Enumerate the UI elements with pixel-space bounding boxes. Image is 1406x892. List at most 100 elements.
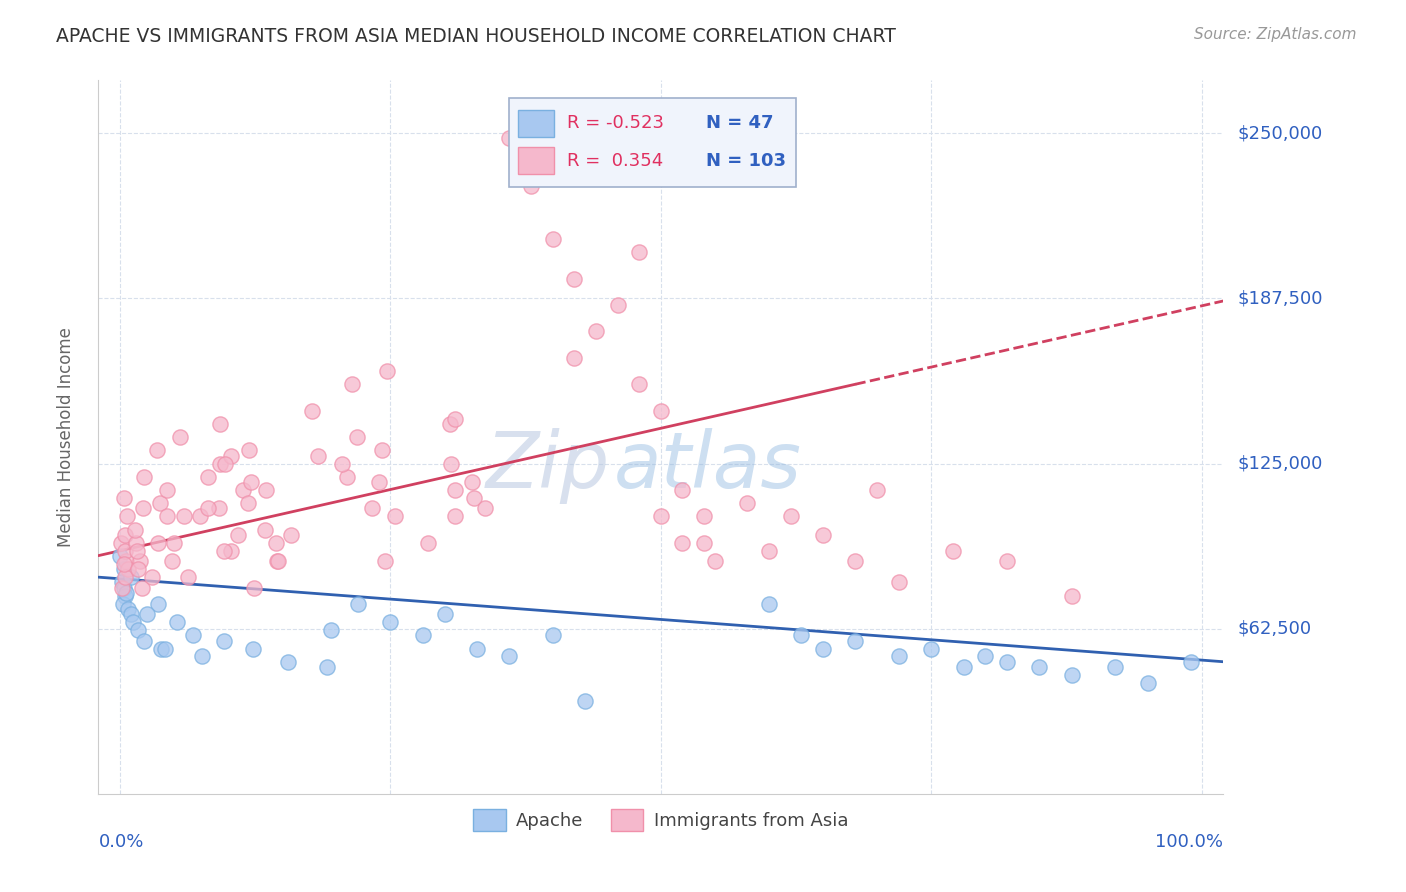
Point bbox=[226, 528, 249, 542]
Point bbox=[197, 501, 219, 516]
Point bbox=[1060, 668, 1083, 682]
Point bbox=[254, 483, 277, 497]
Point bbox=[127, 562, 149, 576]
Point bbox=[336, 469, 359, 483]
Point bbox=[1136, 676, 1159, 690]
Point bbox=[887, 575, 910, 590]
Point bbox=[498, 131, 520, 145]
Point bbox=[433, 607, 456, 622]
Point bbox=[166, 615, 188, 629]
Point bbox=[887, 649, 910, 664]
Point bbox=[125, 536, 148, 550]
Point bbox=[693, 509, 716, 524]
Bar bbox=[517, 147, 554, 175]
Point bbox=[120, 570, 142, 584]
Point bbox=[650, 509, 672, 524]
Point bbox=[267, 554, 290, 568]
Point bbox=[238, 443, 260, 458]
Point bbox=[811, 641, 834, 656]
Point bbox=[117, 562, 139, 576]
Point bbox=[112, 562, 135, 576]
Text: $125,000: $125,000 bbox=[1237, 455, 1323, 473]
Point bbox=[117, 602, 139, 616]
Point bbox=[280, 528, 302, 542]
Bar bbox=[517, 110, 554, 136]
Point bbox=[114, 589, 136, 603]
Point bbox=[124, 523, 146, 537]
Point bbox=[671, 536, 693, 550]
Point bbox=[242, 641, 264, 656]
Point bbox=[276, 655, 298, 669]
Y-axis label: Median Household Income: Median Household Income bbox=[56, 327, 75, 547]
Text: R =  0.354: R = 0.354 bbox=[568, 152, 664, 169]
Point bbox=[315, 660, 337, 674]
Point bbox=[371, 443, 394, 458]
Point bbox=[574, 694, 596, 708]
Point bbox=[121, 615, 143, 629]
Text: APACHE VS IMMIGRANTS FROM ASIA MEDIAN HOUSEHOLD INCOME CORRELATION CHART: APACHE VS IMMIGRANTS FROM ASIA MEDIAN HO… bbox=[56, 27, 896, 45]
Point bbox=[232, 483, 254, 497]
Point bbox=[114, 570, 136, 584]
Point bbox=[125, 543, 148, 558]
Text: Source: ZipAtlas.com: Source: ZipAtlas.com bbox=[1194, 27, 1357, 42]
Point bbox=[307, 449, 329, 463]
Point bbox=[110, 549, 132, 563]
Point bbox=[114, 528, 136, 542]
Point bbox=[368, 475, 391, 489]
Point bbox=[443, 509, 465, 524]
Point bbox=[146, 597, 169, 611]
Point bbox=[377, 364, 399, 378]
Point bbox=[111, 575, 134, 590]
Point bbox=[650, 403, 672, 417]
Text: Zip: Zip bbox=[486, 427, 610, 504]
Point bbox=[541, 232, 564, 246]
Point bbox=[212, 633, 235, 648]
Point bbox=[920, 641, 942, 656]
Point bbox=[474, 501, 496, 516]
Point bbox=[135, 607, 157, 622]
Point bbox=[606, 298, 628, 312]
Point bbox=[628, 245, 651, 260]
Point bbox=[758, 597, 780, 611]
Point bbox=[562, 271, 585, 285]
Point bbox=[110, 536, 132, 550]
Point bbox=[266, 554, 288, 568]
Point bbox=[671, 483, 693, 497]
Text: 100.0%: 100.0% bbox=[1156, 833, 1223, 851]
Point bbox=[127, 623, 149, 637]
Point bbox=[208, 501, 231, 516]
Point bbox=[330, 457, 353, 471]
Point bbox=[361, 501, 384, 516]
Point bbox=[1104, 660, 1126, 674]
Point bbox=[737, 496, 759, 510]
Point bbox=[562, 351, 585, 365]
Point bbox=[149, 641, 172, 656]
Point bbox=[177, 570, 200, 584]
Point bbox=[520, 179, 543, 194]
Point bbox=[191, 649, 214, 664]
Point bbox=[134, 469, 156, 483]
Point bbox=[156, 483, 179, 497]
Point bbox=[995, 655, 1018, 669]
Point bbox=[112, 581, 135, 595]
Point bbox=[266, 536, 288, 550]
Point bbox=[346, 430, 368, 444]
Point bbox=[254, 523, 277, 537]
Point bbox=[1180, 655, 1202, 669]
Point bbox=[342, 377, 364, 392]
Text: N = 103: N = 103 bbox=[706, 152, 786, 169]
Point bbox=[146, 443, 169, 458]
Point bbox=[952, 660, 974, 674]
Text: $187,500: $187,500 bbox=[1237, 289, 1323, 308]
Point bbox=[188, 509, 211, 524]
Text: atlas: atlas bbox=[613, 427, 801, 504]
Point bbox=[319, 623, 342, 637]
Point bbox=[1060, 589, 1083, 603]
Point bbox=[219, 543, 242, 558]
Text: 0.0%: 0.0% bbox=[98, 833, 143, 851]
Point bbox=[181, 628, 204, 642]
Point bbox=[974, 649, 997, 664]
Text: $62,500: $62,500 bbox=[1237, 620, 1312, 638]
Point bbox=[129, 554, 152, 568]
Point bbox=[541, 628, 564, 642]
